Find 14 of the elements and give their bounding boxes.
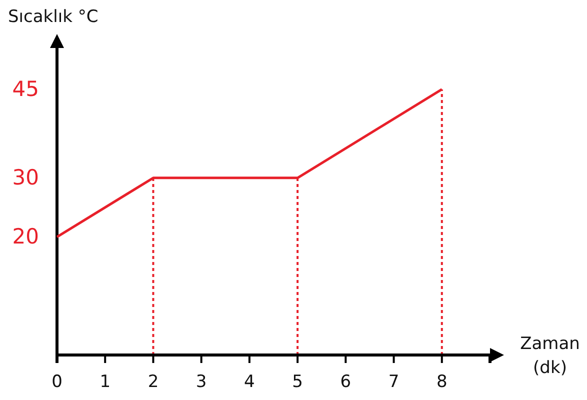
- x-tick-label: 7: [388, 372, 400, 392]
- y-tick-label: 20: [12, 224, 39, 249]
- x-tick-label: 4: [244, 372, 255, 392]
- x-tick-label: 2: [148, 372, 159, 392]
- x-tick-label: 0: [52, 372, 62, 392]
- x-axis-title: Zaman (dk): [520, 334, 580, 378]
- x-tick-label: 6: [340, 372, 352, 392]
- x-tick-label: 1: [100, 372, 111, 392]
- y-tick-label: 30: [12, 166, 39, 190]
- x-tick-label: 3: [196, 372, 207, 392]
- x-tick-label: 5: [292, 372, 303, 392]
- x-tick-label: 8: [436, 372, 448, 392]
- y-tick-label: 45: [12, 77, 39, 102]
- y-axis-title: Sıcaklık °C: [8, 7, 98, 27]
